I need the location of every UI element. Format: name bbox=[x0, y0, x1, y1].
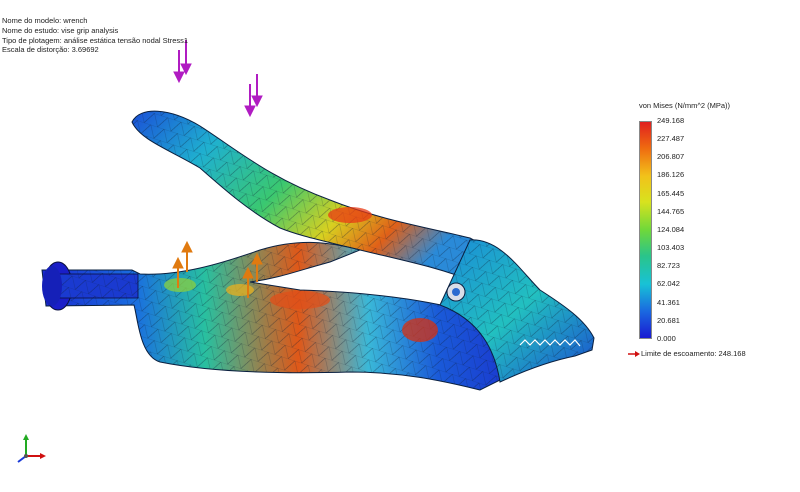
colorbar-ticks: 249.168 227.487 206.807 186.126 165.445 … bbox=[657, 117, 684, 343]
xyz-triad-icon bbox=[17, 434, 46, 463]
plot-type-label: Tipo de plotagem: análise estática tensã… bbox=[2, 35, 189, 45]
colorbar-tick: 20.681 bbox=[657, 315, 680, 325]
yield-limit-marker: Limite de escoamento: 248.168 bbox=[628, 349, 746, 358]
adjustment-screw bbox=[42, 261, 139, 311]
upward-fixture-arrow-icon bbox=[251, 252, 263, 282]
colorbar-tick: 124.084 bbox=[657, 224, 685, 234]
upward-fixture-arrow-icon bbox=[181, 240, 193, 272]
colorbar-tick: 206.807 bbox=[657, 152, 685, 162]
yield-limit-label: Limite de escoamento: 248.168 bbox=[641, 349, 746, 358]
upward-fixture-arrow-icon bbox=[242, 266, 254, 298]
colorbar-tick: 0.000 bbox=[657, 333, 676, 343]
colorbar-tick: 186.126 bbox=[657, 170, 685, 180]
stress-hotspots bbox=[164, 207, 438, 342]
colorbar-tick: 103.403 bbox=[657, 243, 685, 253]
colorbar-tick: 249.168 bbox=[657, 116, 685, 125]
colorbar-tick: 41.361 bbox=[657, 297, 680, 307]
study-name-label: Nome do estudo: vise grip analysis bbox=[2, 25, 119, 35]
legend-title: von Mises (N/mm^2 (MPa)) bbox=[639, 101, 731, 110]
load-arrows bbox=[173, 40, 263, 118]
study-info-panel: Nome do modelo: wrench Nome do estudo: v… bbox=[2, 16, 188, 55]
colorbar-tick: 62.042 bbox=[657, 279, 680, 289]
downward-force-arrow-icon bbox=[251, 74, 263, 108]
downward-force-arrow-icon bbox=[244, 84, 256, 118]
stress-colorbar bbox=[639, 121, 652, 339]
downward-force-arrow-icon bbox=[180, 40, 192, 76]
fixture-arrows bbox=[172, 240, 263, 298]
downward-force-arrow-icon bbox=[173, 50, 185, 84]
colorbar-tick: 227.487 bbox=[657, 134, 685, 144]
deformation-scale-label: Escala de distorção: 3.69692 bbox=[2, 45, 99, 55]
yield-arrow-icon bbox=[628, 350, 640, 357]
colorbar-tick: 165.445 bbox=[657, 188, 685, 198]
colorbar-tick: 144.765 bbox=[657, 206, 685, 216]
jaw bbox=[439, 239, 595, 383]
upward-fixture-arrow-icon bbox=[172, 256, 184, 288]
model-name-label: Nome do modelo: wrench bbox=[2, 16, 88, 25]
lower-handle bbox=[41, 241, 509, 391]
colorbar-tick: 82.723 bbox=[657, 261, 680, 271]
